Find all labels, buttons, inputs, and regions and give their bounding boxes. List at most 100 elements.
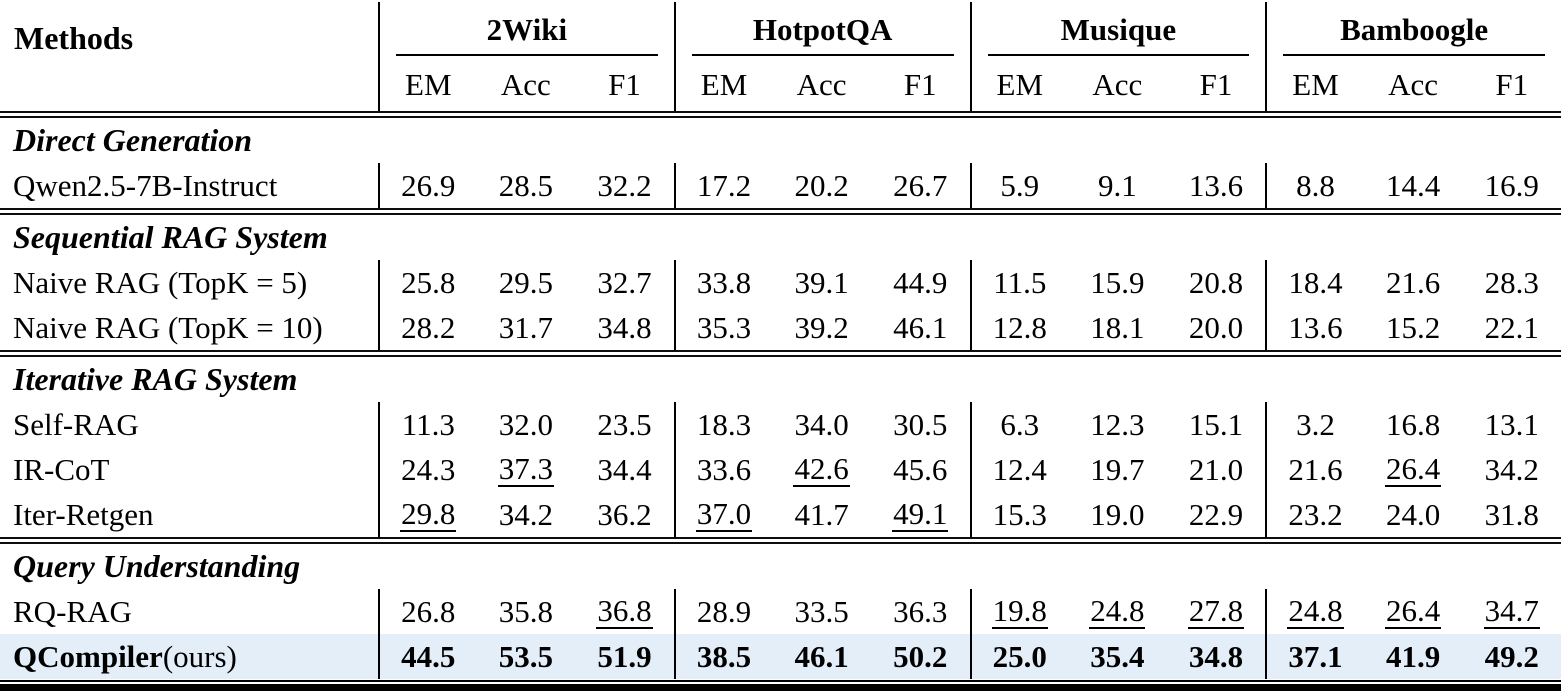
- metric-value-cell: 45.6: [893, 451, 948, 487]
- metric-value-cell: 21.6: [1385, 264, 1441, 300]
- metric-value-cell: 19.8: [969, 589, 1069, 634]
- table-row: IR-CoT 24.3 37.3 34.4 33.6 42.6 45.6 12.4 19.7 21…: [0, 447, 1561, 492]
- metric-column-header-musique-f1: F1: [1199, 66, 1233, 102]
- header-separator-rule: [0, 111, 1561, 118]
- metric-column-header-hotpotqa-em: EM: [673, 58, 773, 111]
- metric-value-cell: 19.0: [1090, 496, 1145, 532]
- metric-value-cell: 34.0: [794, 406, 849, 442]
- metric-value-cell: 28.9: [673, 589, 773, 634]
- metric-value-cell: 23.2: [1265, 492, 1364, 537]
- metric-value-cell: 16.9: [1484, 167, 1539, 203]
- metric-value-cell: 37.1: [1265, 634, 1364, 679]
- metric-value-cell: 34.2: [1484, 451, 1539, 487]
- section-separator-rule: [0, 350, 1561, 357]
- metric-value-cell: 35.8: [498, 593, 553, 629]
- metric-value-cell: 13.1: [1484, 406, 1539, 442]
- metric-value-cell: 23.5: [597, 406, 652, 442]
- second-best-underlined-value: 29.8: [400, 495, 457, 532]
- second-best-underlined-value: 49.1: [892, 495, 949, 532]
- metric-value-cell: 15.2: [1385, 309, 1441, 345]
- second-best-underlined-value: 24.8: [1089, 592, 1146, 629]
- metric-value-cell: 31.7: [498, 309, 553, 345]
- table-row: Naive RAG (TopK = 5) 25.8 29.5 32.7 33.8 39.1…: [0, 260, 1561, 305]
- metric-column-header-2wiki-acc: Acc: [500, 66, 551, 102]
- second-best-underlined-value: 37.0: [695, 495, 753, 532]
- metric-value-cell: 24.8: [1068, 589, 1167, 634]
- metric-value-cell: 33.5: [794, 593, 849, 629]
- metric-value-cell: 51.9: [597, 638, 652, 674]
- metric-value-cell: 34.8: [1188, 638, 1244, 674]
- metric-column-header-musique-em: EM: [969, 58, 1069, 111]
- metric-value-cell: 33.6: [673, 447, 773, 492]
- metric-value-cell: 29.5: [498, 264, 553, 300]
- metric-value-cell: 34.2: [498, 496, 553, 532]
- metric-value-cell: 12.3: [1090, 406, 1145, 442]
- metric-value-cell: 39.2: [794, 309, 849, 345]
- dataset-group-name: 2Wiki: [486, 12, 568, 47]
- bottom-rule-gap: [0, 682, 1561, 684]
- metric-value-cell: 18.1: [1090, 309, 1145, 345]
- second-best-underlined-value: 26.4: [1384, 450, 1442, 487]
- bottom-rule-thick-line: [0, 684, 1561, 691]
- metric-column-header-bamboogle-em: EM: [1265, 58, 1364, 111]
- metric-value-cell: 36.2: [597, 496, 652, 532]
- table-header-subcolumns: EM Acc F1 EM Acc F1 EM Acc F1 EM Acc F1: [0, 58, 1561, 111]
- metric-value-cell: 20.0: [1188, 309, 1244, 345]
- section-separator-rule: [0, 537, 1561, 544]
- table-row: RQ-RAG 26.8 35.8 36.8 28.9 33.5 36.3 19.8 24.8 27…: [0, 589, 1561, 634]
- metric-value-cell: 26.4: [1364, 447, 1463, 492]
- dataset-group-header-2wiki: 2Wiki: [378, 2, 674, 58]
- metric-value-cell: 6.3: [969, 402, 1069, 447]
- metric-value-cell: 18.4: [1265, 260, 1364, 305]
- metric-value-cell: 26.9: [378, 163, 477, 208]
- metric-value-cell: 34.7: [1462, 589, 1561, 634]
- table-body: Direct Generation Qwen2.5-7B-Instruct 26.9…: [0, 118, 1561, 679]
- metric-column-header-hotpotqa-f1: F1: [903, 66, 937, 102]
- metric-value-cell: 26.7: [893, 167, 948, 203]
- section-title: Sequential RAG System: [13, 219, 328, 255]
- metric-value-cell: 3.2: [1265, 402, 1364, 447]
- method-name: RQ-RAG: [13, 593, 132, 629]
- metric-value-cell: 46.1: [893, 309, 948, 345]
- table-row: QCompiler (ours) 44.5 53.5 51.9 38.5 46.1 50.2…: [0, 634, 1561, 679]
- metric-value-cell: 32.2: [597, 167, 652, 203]
- metric-value-cell: 42.6: [772, 447, 871, 492]
- method-name: Qwen2.5-7B-Instruct: [13, 167, 278, 203]
- metric-value-cell: 11.5: [969, 260, 1069, 305]
- second-best-underlined-value: 42.6: [793, 450, 850, 487]
- dataset-group-header-musique: Musique: [969, 2, 1266, 58]
- section-separator-rule: [0, 208, 1561, 215]
- method-name: Naive RAG (TopK = 5): [13, 264, 308, 300]
- metric-value-cell: 44.9: [893, 264, 948, 300]
- metric-value-cell: 31.8: [1484, 496, 1539, 532]
- metric-value-cell: 20.2: [794, 167, 849, 203]
- metric-value-cell: 34.4: [597, 451, 652, 487]
- metric-value-cell: 46.1: [794, 638, 849, 674]
- metric-value-cell: 21.0: [1188, 451, 1244, 487]
- metric-value-cell: 37.0: [673, 492, 773, 537]
- metric-value-cell: 53.5: [498, 638, 553, 674]
- dataset-group-header-bamboogle: Bamboogle: [1265, 2, 1561, 58]
- method-name: QCompiler (ours): [13, 638, 237, 674]
- metric-value-cell: 24.0: [1385, 496, 1441, 532]
- metric-value-cell: 29.8: [378, 492, 477, 537]
- metric-value-cell: 12.8: [969, 305, 1069, 350]
- metric-value-cell: 22.9: [1188, 496, 1244, 532]
- metric-value-cell: 18.3: [673, 402, 773, 447]
- metric-value-cell: 14.4: [1385, 167, 1441, 203]
- method-name: IR-CoT: [13, 451, 110, 487]
- table-bottom-rule: [0, 680, 1561, 691]
- metric-value-cell: 21.6: [1265, 447, 1364, 492]
- section-title: Iterative RAG System: [13, 361, 298, 397]
- metric-value-cell: 19.7: [1090, 451, 1145, 487]
- metric-value-cell: 32.7: [597, 264, 652, 300]
- second-best-underlined-value: 27.8: [1187, 592, 1245, 629]
- table-row: Self-RAG 11.3 32.0 23.5 18.3 34.0 30.5 6.3 12.3 1…: [0, 402, 1561, 447]
- metric-value-cell: 41.9: [1385, 638, 1441, 674]
- second-best-underlined-value: 24.8: [1287, 592, 1344, 629]
- second-best-underlined-value: 34.7: [1483, 592, 1540, 629]
- metric-column-header-bamboogle-acc: Acc: [1388, 66, 1439, 102]
- dataset-group-header-hotpotqa: HotpotQA: [673, 2, 970, 58]
- metric-value-cell: 20.8: [1188, 264, 1244, 300]
